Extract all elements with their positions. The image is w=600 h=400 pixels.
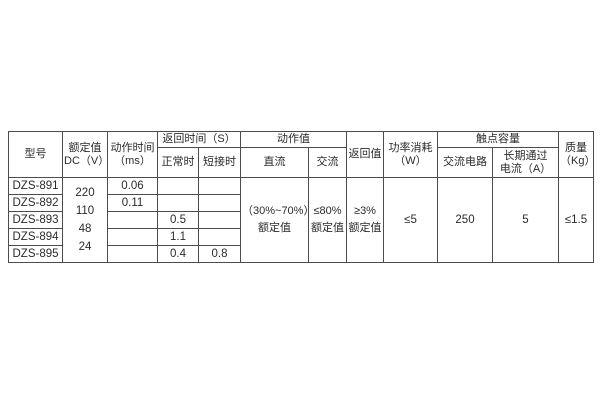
col-group-action-value: 动作值 (240, 131, 347, 148)
table-row: DZS-893 0.5 (8, 211, 594, 229)
mass-cell: ≤1.5 (558, 177, 594, 263)
col-header-power: 功率消耗 （W） (383, 131, 438, 178)
col-group-contact-capacity: 触点容量 (437, 131, 559, 148)
table-row: DZS-892 0.11 (8, 194, 594, 212)
action-time-cell (107, 245, 158, 263)
return-normal-cell (157, 177, 199, 195)
col-header-return-short: 短接时 (198, 147, 241, 178)
table-row: DZS-891 220 110 48 24 0.06 （30%~70%） 额定值… (8, 177, 594, 263)
return-short-cell: 0.8 (198, 245, 241, 263)
header-group-row: 型号 额定值 DC（V） 动作时间 （ms） 返回时间（S） 动作值 返回值 功… (8, 131, 594, 178)
col-header-action-time: 动作时间 （ms） (107, 131, 158, 178)
action-ac-cell: ≤80% 额定值 (308, 177, 347, 263)
header-sub-row: 正常时 短接时 直流 交流 交流电路 长期通过 电流（A） (9, 147, 594, 178)
return-normal-cell: 1.1 (157, 228, 199, 246)
col-header-mass: 质量 （Kg） (558, 131, 594, 178)
contact-current-cell: 5 (492, 177, 559, 263)
action-time-cell (107, 228, 158, 246)
return-short-cell (198, 194, 241, 212)
contact-ac-cell: 250 (437, 177, 493, 263)
col-header-return-normal: 正常时 (157, 147, 199, 178)
return-normal-cell (157, 194, 199, 212)
rated-values-cell: 220 110 48 24 (62, 177, 108, 263)
action-time-cell: 0.11 (107, 194, 158, 212)
return-short-cell (198, 228, 241, 246)
col-header-action-ac: 交流 (308, 147, 347, 178)
col-header-action-dc: 直流 (240, 147, 309, 178)
col-header-contact-ac-circuit: 交流电路 (437, 147, 493, 178)
col-header-return-value: 返回值 (346, 131, 384, 178)
table-row: DZS-895 0.4 0.8 (8, 245, 594, 263)
model-cell: DZS-895 (8, 245, 63, 263)
col-group-return-time: 返回时间（S） (157, 131, 241, 148)
col-header-model: 型号 (8, 131, 63, 178)
model-cell: DZS-891 (8, 177, 63, 195)
relay-spec-table: 型号 额定值 DC（V） 动作时间 （ms） 返回时间（S） 动作值 返回值 功… (8, 131, 594, 263)
power-cell: ≤5 (383, 177, 438, 263)
model-cell: DZS-892 (8, 194, 63, 212)
col-header-rated-dc: 额定值 DC（V） (62, 131, 108, 178)
return-normal-cell: 0.5 (157, 211, 199, 229)
return-value-cell: ≥3% 额定值 (346, 177, 384, 263)
action-dc-cell: （30%~70%） 额定值 (240, 177, 309, 263)
action-time-cell: 0.06 (107, 177, 158, 195)
return-short-cell (198, 211, 241, 229)
action-time-cell (107, 211, 158, 229)
return-short-cell (198, 177, 241, 195)
col-header-contact-current: 长期通过 电流（A） (492, 147, 559, 178)
return-normal-cell: 0.4 (157, 245, 199, 263)
model-cell: DZS-893 (8, 211, 63, 229)
model-cell: DZS-894 (8, 228, 63, 246)
